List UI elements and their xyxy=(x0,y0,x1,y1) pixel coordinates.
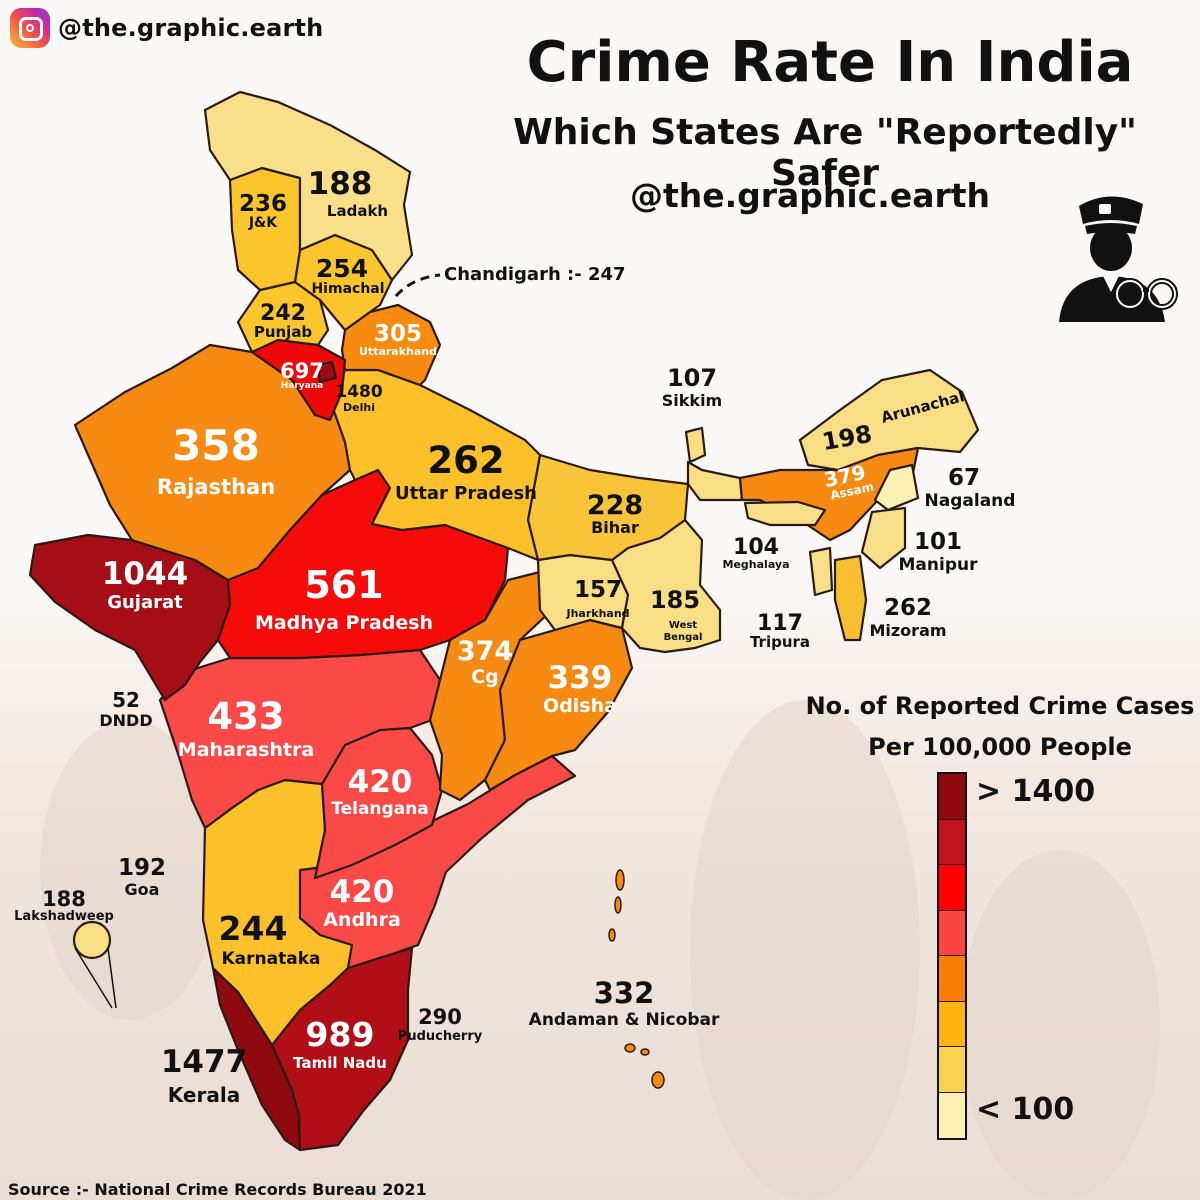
chandigarh-note: Chandigarh :- 247 xyxy=(444,264,626,285)
label-uttarakhand: 305 Uttarakhand xyxy=(359,321,437,359)
label-tamil-nadu: 989 Tamil Nadu xyxy=(293,1015,387,1072)
region-mizoram xyxy=(833,554,868,642)
label-dndd: 52 DNDD xyxy=(99,688,153,730)
label-goa: 192 Goa xyxy=(117,855,167,900)
region-north-bengal-strip xyxy=(686,460,744,502)
region-rajasthan xyxy=(73,343,352,592)
region-ladakh xyxy=(203,90,414,282)
label-west-bengal-value: 185 xyxy=(649,586,701,614)
label-lakshadweep: 188 Lakshadweep xyxy=(14,887,114,925)
region-sikkim xyxy=(684,426,707,464)
legend-title-line1: No. of Reported Crime Cases xyxy=(805,692,1195,720)
label-gujarat: 1044 Gujarat xyxy=(101,556,189,613)
label-nagaland: 67 Nagaland xyxy=(924,465,1016,512)
region-manipur xyxy=(860,506,907,570)
legend-color-bar xyxy=(937,772,967,1140)
legend-swatch-1 xyxy=(939,819,965,865)
region-delhi xyxy=(316,360,338,384)
label-tripura: 117 Tripura xyxy=(749,611,811,652)
label-chhattisgarh: 374 Cg xyxy=(456,636,514,689)
handle-text: @the.graphic.earth xyxy=(58,14,324,42)
label-meghalaya: 104 Meghalaya xyxy=(722,535,790,572)
label-telangana: 420 Telangana xyxy=(331,764,429,819)
page-subtitle: Which States Are "Reportedly" Safer xyxy=(513,112,1137,194)
label-haryana: 697 Haryana xyxy=(280,359,324,392)
page-title: Crime Rate In India xyxy=(526,30,1134,95)
label-madhya-pradesh: 561 Madhya Pradesh xyxy=(254,563,434,634)
label-kerala: 1477 Kerala xyxy=(160,1044,248,1107)
label-odisha: 339 Odisha xyxy=(543,660,617,717)
legend-title: No. of Reported Crime Cases Per 100,000 … xyxy=(790,686,1200,768)
chandigarh-leader xyxy=(394,273,441,298)
legend-swatch-0 xyxy=(939,774,965,820)
label-rajasthan: 358 Rajasthan xyxy=(156,421,276,500)
region-lakshadweep-inset xyxy=(72,920,112,960)
label-ladakh: 188 Ladakh xyxy=(307,166,389,220)
label-puducherry: 290 Puducherry xyxy=(397,1005,483,1045)
label-manipur: 101 Manipur xyxy=(898,529,978,576)
label-andhra: 420 Andhra xyxy=(323,874,401,931)
legend-swatch-2 xyxy=(939,865,965,911)
label-himachal: 254 Himachal xyxy=(311,254,385,298)
legend-swatch-6 xyxy=(939,1047,965,1093)
label-bihar: 228 Bihar xyxy=(586,490,644,538)
legend-swatch-3 xyxy=(939,910,965,956)
background-figure xyxy=(960,850,1160,1200)
background-figure xyxy=(690,700,920,1200)
lakshadweep-leader xyxy=(74,947,117,1009)
police-officer-handcuffs-icon xyxy=(1059,196,1178,322)
label-jk: 236 J&K xyxy=(238,191,288,232)
label-karnataka: 244 Karnataka xyxy=(218,909,321,969)
label-maharashtra: 433 Maharashtra xyxy=(177,695,315,761)
source-note: Source :- National Crime Records Bureau … xyxy=(8,1180,427,1199)
label-mizoram: 262 Mizoram xyxy=(869,595,947,641)
legend-low-label: < 100 xyxy=(976,1092,1075,1127)
region-nagaland xyxy=(873,463,920,512)
region-meghalaya xyxy=(743,500,827,527)
instagram-icon xyxy=(10,8,50,48)
label-sikkim: 107 Sikkim xyxy=(661,364,723,411)
label-andaman-nicobar: 332 Andaman & Nicobar xyxy=(528,976,720,1031)
islands xyxy=(608,869,665,1089)
legend-swatch-7 xyxy=(939,1092,965,1138)
header-handle: @the.graphic.earth xyxy=(10,8,323,48)
label-uttar-pradesh: 262 Uttar Pradesh xyxy=(395,439,537,504)
label-delhi: 1480 Delhi xyxy=(335,382,383,414)
handle-secondary: @the.graphic.earth xyxy=(629,176,991,215)
label-west-bengal-name: West Bengal xyxy=(663,620,703,643)
legend-title-line2: Per 100,000 People xyxy=(868,733,1132,761)
label-jharkhand: 157 Jharkhand xyxy=(566,577,630,621)
label-punjab: 242 Punjab xyxy=(253,301,313,342)
legend-high-label: > 1400 xyxy=(976,774,1096,809)
region-tripura xyxy=(808,546,834,597)
legend-swatch-4 xyxy=(939,956,965,1002)
legend-swatch-5 xyxy=(939,1001,965,1047)
